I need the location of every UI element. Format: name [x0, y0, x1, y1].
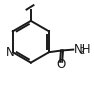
Text: NH: NH — [74, 43, 91, 56]
Text: N: N — [6, 46, 15, 59]
Text: 2: 2 — [79, 47, 85, 56]
Text: O: O — [56, 58, 66, 71]
